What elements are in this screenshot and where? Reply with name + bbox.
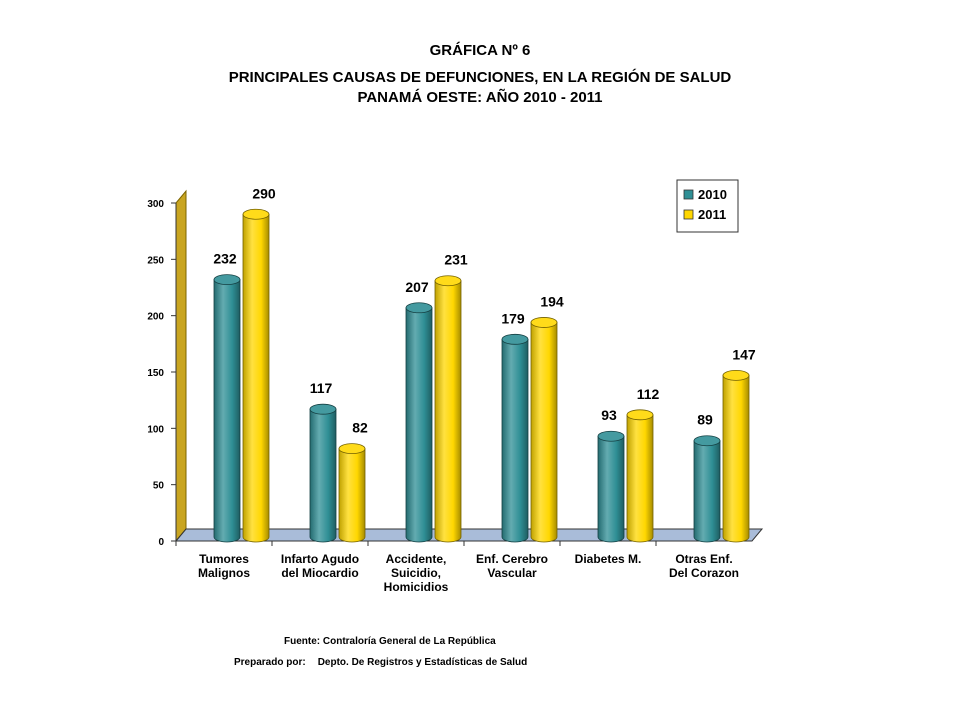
- y-tick-label: 250: [147, 255, 164, 266]
- chart-back-wall: [186, 191, 762, 529]
- bar-2010-body: [309, 408, 337, 543]
- data-label-2011: 290: [252, 185, 276, 201]
- bar-2011-top: [434, 275, 462, 287]
- y-tick-label: 200: [147, 312, 164, 323]
- bar-2010-top: [693, 435, 721, 447]
- x-tick-label: Accidente,: [386, 552, 447, 566]
- bar-2011-body: [434, 280, 462, 543]
- x-tick-label: Suicidio,: [391, 566, 441, 580]
- bar-2010-top: [597, 430, 625, 442]
- y-tick-label: 300: [147, 199, 164, 210]
- bar-2011-top: [722, 369, 750, 381]
- bar-2010-body: [693, 440, 721, 543]
- bar-2010-top: [213, 274, 241, 286]
- x-tick-label: Enf. Cerebro: [476, 552, 548, 566]
- prepared-by-label: Preparado por:: [234, 657, 306, 668]
- source-note: Fuente: Contraloría General de La Repúbl…: [284, 636, 496, 647]
- y-tick-label: 50: [153, 481, 165, 492]
- data-label-2010: 117: [310, 380, 333, 396]
- bar-2011-body: [626, 414, 654, 543]
- y-tick-label: 0: [158, 537, 164, 548]
- bar-2011-top: [338, 443, 366, 455]
- bar-2011-top: [242, 208, 270, 220]
- prepared-by-note: Preparado por: Depto. De Registros y Esta…: [234, 657, 527, 668]
- bar-2010-top: [501, 333, 529, 345]
- x-tick-label: Del Corazon: [669, 566, 739, 580]
- figure-number: GRÁFICA Nº 6: [429, 42, 531, 59]
- data-label-2011: 82: [352, 420, 368, 436]
- x-tick-label: del Miocardio: [281, 566, 358, 580]
- bar-2011-top: [530, 317, 558, 328]
- bar-2011-body: [530, 322, 558, 543]
- data-label-2010: 89: [697, 412, 713, 428]
- y-tick-label: 150: [147, 368, 164, 379]
- x-tick-label: Otras Enf.: [675, 552, 732, 566]
- data-label-2011: 112: [637, 386, 660, 402]
- data-label-2010: 207: [405, 279, 429, 295]
- chart-title-line-1: PRINCIPALES CAUSAS DE DEFUNCIONES, EN LA…: [228, 69, 732, 86]
- legend-swatch-2011: [683, 209, 694, 220]
- x-tick-label: Infarto Agudo: [281, 552, 359, 566]
- x-tick-label: Tumores: [199, 552, 249, 566]
- bar-2010-top: [405, 302, 433, 314]
- legend-swatch-2010: [683, 189, 694, 200]
- data-label-2011: 147: [732, 346, 756, 362]
- x-tick-label: Homicidios: [384, 580, 449, 594]
- bar-2011-body: [722, 374, 750, 543]
- x-tick-label: Vascular: [487, 566, 537, 580]
- bar-2010-body: [501, 338, 529, 543]
- bar-2011-body: [242, 213, 270, 543]
- prepared-by-value: Depto. De Registros y Estadísticas de Sa…: [317, 657, 528, 668]
- legend-label-2011: 2011: [698, 207, 726, 222]
- data-label-2010: 232: [213, 251, 237, 267]
- bar-2010-body: [405, 307, 433, 543]
- bar-2010-body: [597, 435, 625, 543]
- bar-2011-top: [626, 409, 654, 421]
- x-tick-label: Malignos: [198, 566, 250, 580]
- data-label-2011: 194: [540, 293, 564, 309]
- bar-2010-body: [213, 279, 241, 543]
- chart-title-line-2: PANAMÁ OESTE: AÑO 2010 - 2011: [357, 89, 603, 106]
- legend-label-2010: 2010: [698, 187, 727, 202]
- data-label-2011: 231: [444, 252, 468, 268]
- bar-2011-body: [338, 448, 366, 543]
- legend-box: [676, 179, 739, 233]
- chart-side-wall: [175, 189, 187, 543]
- data-label-2010: 93: [601, 407, 617, 423]
- y-tick-label: 100: [147, 424, 164, 435]
- x-tick-label: Diabetes M.: [575, 552, 642, 566]
- bar-2010-top: [309, 403, 337, 415]
- data-label-2010: 179: [501, 310, 525, 326]
